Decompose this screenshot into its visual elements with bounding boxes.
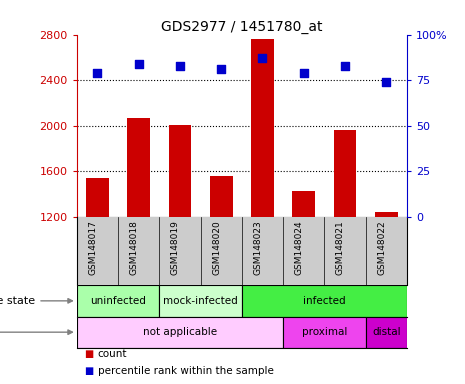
Bar [159,285,242,316]
Bar [168,124,191,217]
Text: ■: ■ [84,349,93,359]
Bar [375,212,398,217]
Text: GSM148017: GSM148017 [88,220,97,275]
Point [341,63,349,69]
Text: GSM148021: GSM148021 [336,220,345,275]
Text: GSM148018: GSM148018 [130,220,139,275]
Point [218,66,225,72]
Bar [77,316,283,348]
Text: count: count [98,349,127,359]
Bar [251,39,274,217]
Text: disease state: disease state [0,296,73,306]
Text: proximal: proximal [302,327,347,337]
Bar [210,176,232,217]
Text: GSM148022: GSM148022 [377,220,386,275]
Point [383,79,390,85]
Text: other: other [0,327,73,337]
Title: GDS2977 / 1451780_at: GDS2977 / 1451780_at [161,20,323,33]
Bar [77,285,159,316]
Point [259,55,266,61]
Text: percentile rank within the sample: percentile rank within the sample [98,366,273,376]
Text: not applicable: not applicable [143,327,217,337]
Point [135,61,142,67]
Text: ■: ■ [84,366,93,376]
Point [93,70,101,76]
Text: GSM148020: GSM148020 [212,220,221,275]
Text: uninfected: uninfected [90,296,146,306]
Bar [333,130,356,217]
Bar [86,178,109,217]
Point [176,63,184,69]
Bar [365,316,407,348]
Text: distal: distal [372,327,400,337]
Bar [292,190,315,217]
Text: infected: infected [303,296,345,306]
Text: GSM148019: GSM148019 [171,220,180,275]
Text: GSM148023: GSM148023 [253,220,262,275]
Text: mock-infected: mock-infected [163,296,238,306]
Text: GSM148024: GSM148024 [295,220,304,275]
Bar [242,285,407,316]
Bar [127,118,150,217]
Bar [283,316,365,348]
Point [300,70,307,76]
